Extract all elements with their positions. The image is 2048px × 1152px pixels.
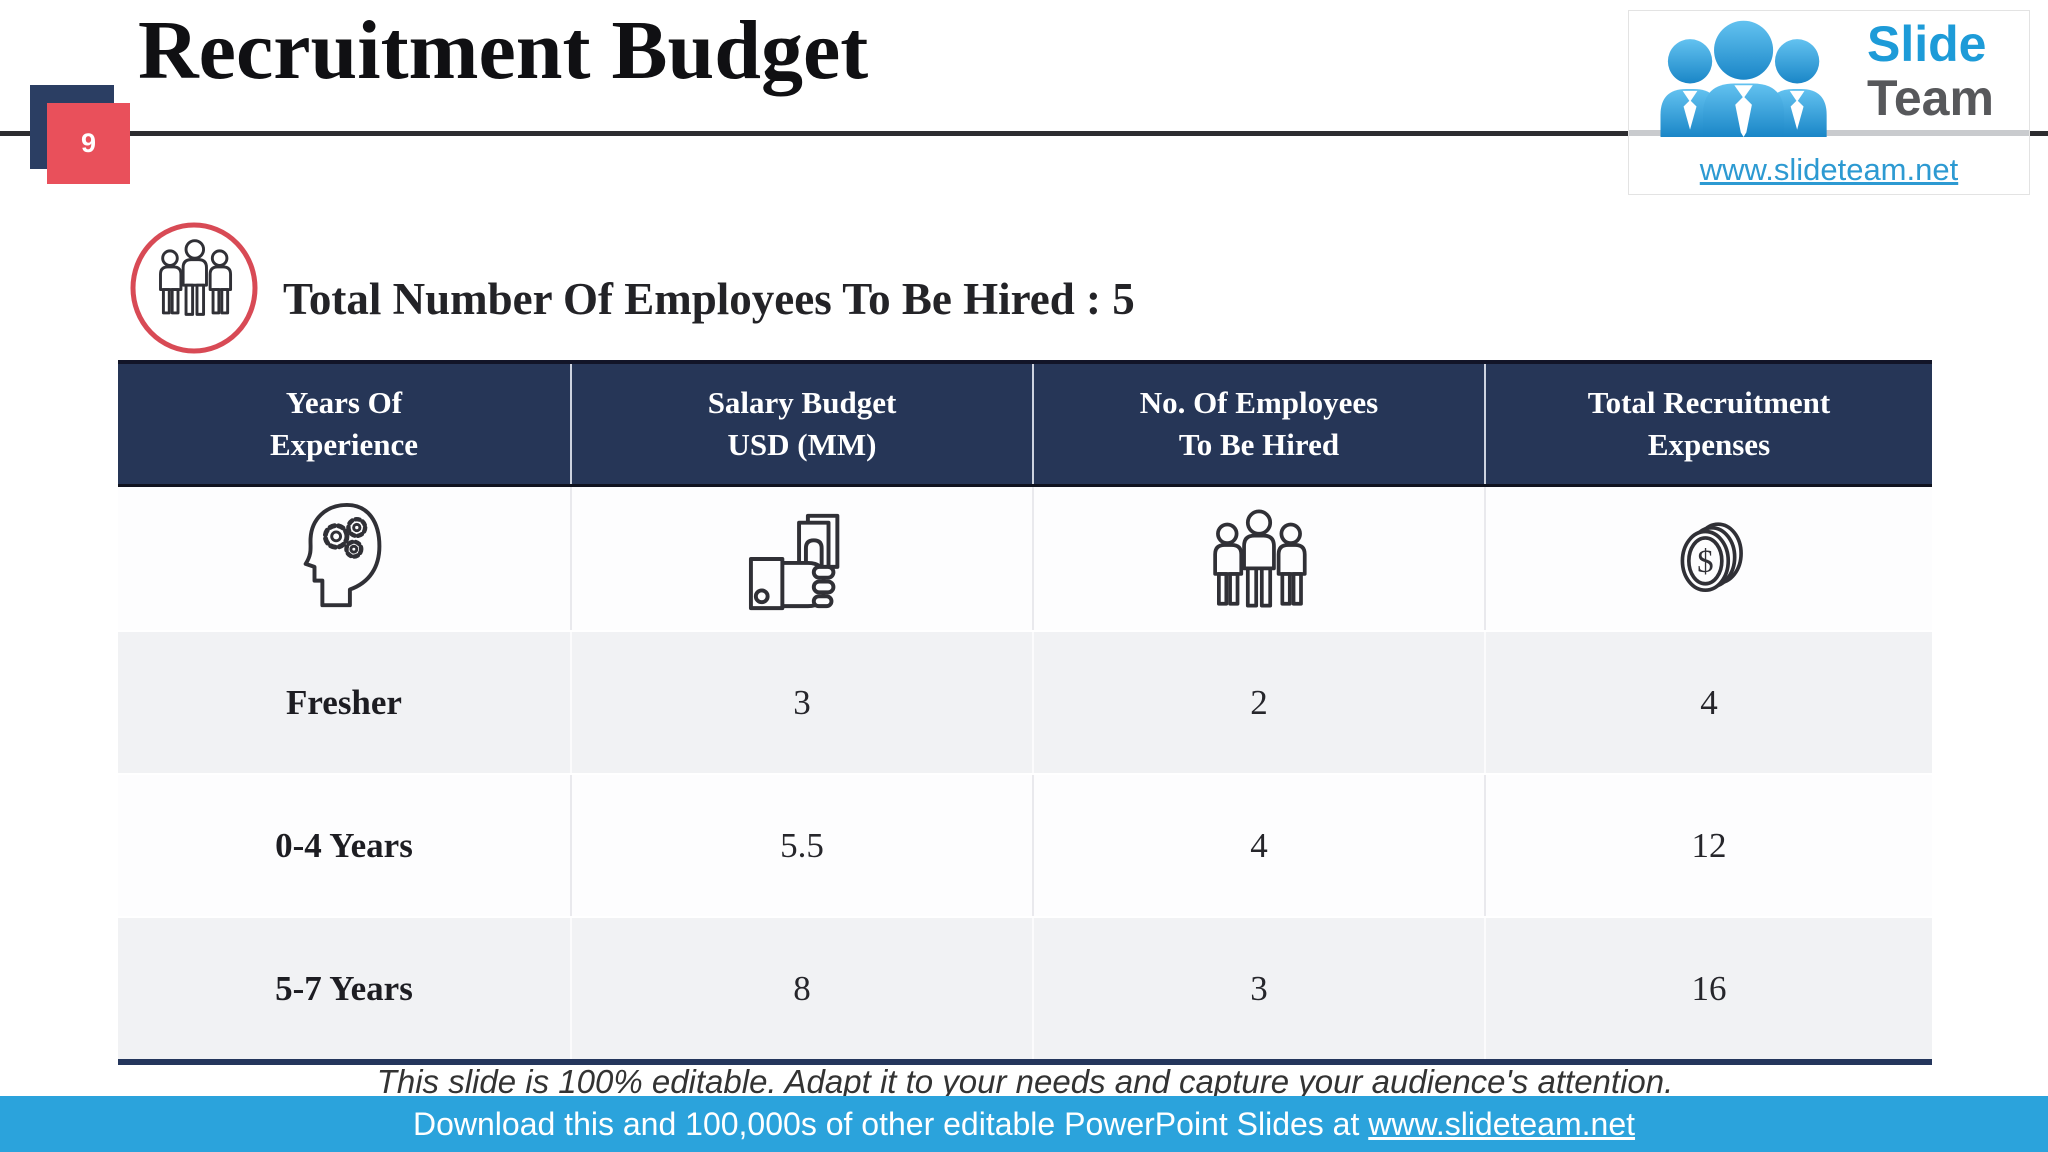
expenses-value: 12 (1484, 775, 1932, 916)
row-label: Fresher (286, 682, 402, 722)
coins-icon: $ (1680, 521, 1743, 592)
table-icon-row: $ (118, 487, 1932, 630)
expenses-value: 16 (1484, 918, 1932, 1059)
logo-word-slide: Slide (1867, 16, 1987, 72)
employees-value: 4 (1032, 775, 1484, 916)
column-header-experience: Years Of Experience (269, 385, 419, 462)
download-banner-text: Download this and 100,000s of other edit… (412, 1105, 1369, 1142)
slideteam-logo: Slide Team www.slideteam.net (1628, 10, 2030, 195)
employees-value: 3 (1032, 918, 1484, 1059)
row-label: 0-4 Years (275, 825, 413, 865)
download-banner-link[interactable]: www.slideteam.net (1368, 1105, 1636, 1142)
table-row-5-7-years: 5-7 Years 8 3 16 (118, 916, 1932, 1059)
row-label: 5-7 Years (275, 968, 413, 1008)
column-header-expenses: Total Recruitment Expenses (1484, 364, 1932, 484)
employees-circle-icon (130, 222, 258, 354)
svg-text:$: $ (1697, 543, 1714, 579)
table-row-fresher: Fresher 3 2 4 (118, 630, 1932, 773)
table-header-row: Years Of Experience Salary Budget USD (M… (118, 364, 1932, 487)
money-hand-icon (748, 513, 840, 610)
head-gears-icon (303, 502, 382, 607)
editable-note: This slide is 100% editable. Adapt it to… (376, 1063, 1674, 1100)
page-number: 9 (80, 128, 97, 158)
header-rule-line (0, 131, 2048, 136)
salary-value: 3 (570, 632, 1032, 773)
logo-url-link[interactable]: www.slideteam.net (1699, 152, 1959, 187)
salary-value: 5.5 (570, 775, 1032, 916)
table-row-0-4-years: 0-4 Years 5.5 4 12 (118, 773, 1932, 916)
page-title: Recruitment Budget (138, 4, 869, 97)
employees-value: 2 (1032, 632, 1484, 773)
logo-word-team: Team (1867, 70, 1994, 126)
column-header-salary: Salary Budget USD (MM) (570, 364, 1032, 484)
logo-people-icon (1660, 20, 1827, 137)
salary-value: 8 (570, 918, 1032, 1059)
employees-icon (1213, 509, 1307, 608)
logo-divider-line (1629, 130, 2029, 136)
column-header-employees: No. Of Employees To Be Hired (1032, 364, 1484, 484)
recruitment-table: Years Of Experience Salary Budget USD (M… (118, 360, 1932, 1065)
expenses-value: 4 (1484, 632, 1932, 773)
download-banner: Download this and 100,000s of other edit… (0, 1096, 2048, 1152)
logo-wordmark: Slide Team (1867, 17, 1994, 125)
kpi-label: Total Number Of Employees To Be Hired : … (283, 274, 1135, 324)
page-number-badge: 9 (47, 103, 130, 184)
